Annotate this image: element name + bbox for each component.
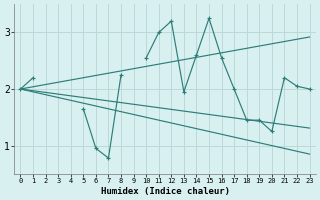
X-axis label: Humidex (Indice chaleur): Humidex (Indice chaleur) — [100, 187, 229, 196]
